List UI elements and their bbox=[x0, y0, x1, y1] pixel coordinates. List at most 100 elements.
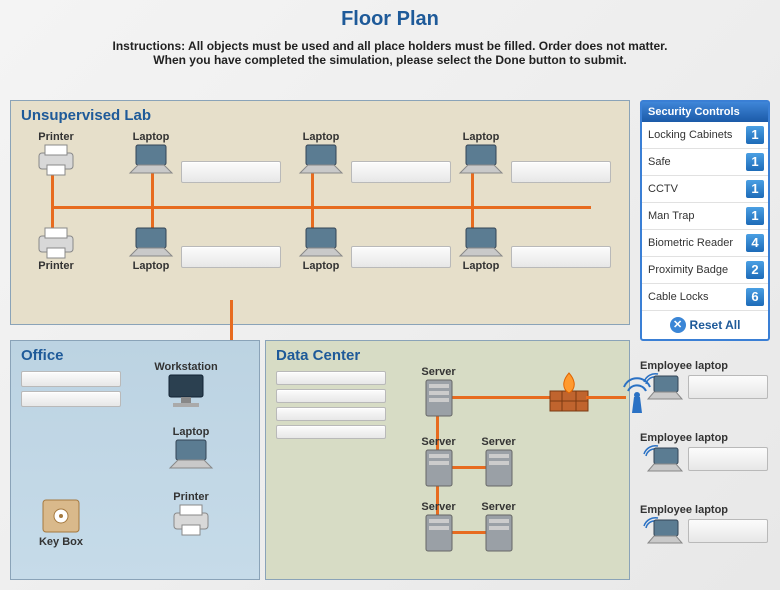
panel-title-security: Security Controls bbox=[642, 102, 768, 122]
server-icon bbox=[424, 448, 454, 488]
laptop-icon bbox=[640, 444, 684, 474]
security-item-label: Cable Locks bbox=[648, 291, 709, 303]
panel-title-lab: Unsupervised Lab bbox=[11, 101, 629, 130]
device-label: Printer bbox=[38, 260, 73, 272]
drop-slot[interactable] bbox=[21, 391, 121, 407]
reset-label: Reset All bbox=[690, 318, 741, 332]
security-item-count: 2 bbox=[746, 261, 764, 279]
security-item[interactable]: CCTV1 bbox=[642, 176, 768, 203]
device-label: Laptop bbox=[303, 131, 340, 143]
device-label: Laptop bbox=[173, 426, 210, 438]
employee-laptop-group: Employee laptop bbox=[640, 360, 770, 402]
laptop-icon bbox=[126, 143, 176, 177]
reset-all-button[interactable]: ✕ Reset All bbox=[642, 311, 768, 339]
security-item-label: Man Trap bbox=[648, 210, 694, 222]
device-server[interactable]: Server bbox=[411, 501, 466, 553]
drop-slot[interactable] bbox=[351, 246, 451, 268]
laptop-icon bbox=[126, 226, 176, 260]
device-printer[interactable]: Printer bbox=[26, 131, 86, 177]
printer-icon bbox=[33, 226, 79, 260]
device-laptop[interactable]: Laptop bbox=[451, 131, 511, 177]
security-item[interactable]: Proximity Badge 2 bbox=[642, 257, 768, 284]
security-item[interactable]: Cable Locks 6 bbox=[642, 284, 768, 311]
device-laptop[interactable]: Laptop bbox=[291, 226, 351, 272]
drop-slot[interactable] bbox=[511, 246, 611, 268]
security-item[interactable]: Man Trap 1 bbox=[642, 203, 768, 230]
server-icon bbox=[424, 513, 454, 553]
security-item[interactable]: Locking Cabinets1 bbox=[642, 122, 768, 149]
drop-slot[interactable] bbox=[511, 161, 611, 183]
printer-icon bbox=[33, 143, 79, 177]
drop-slot[interactable] bbox=[688, 447, 768, 471]
drop-slot[interactable] bbox=[688, 375, 768, 399]
firewall-icon bbox=[544, 371, 594, 415]
security-item-count: 1 bbox=[746, 207, 764, 225]
device-printer[interactable]: Printer bbox=[151, 491, 231, 537]
device-label: Laptop bbox=[463, 131, 500, 143]
panel-data-center: Data Center Server Server Server Server … bbox=[265, 340, 630, 580]
security-item-count: 6 bbox=[746, 288, 764, 306]
device-server[interactable]: Server bbox=[411, 366, 466, 418]
device-label: Printer bbox=[173, 491, 208, 503]
device-workstation[interactable]: Workstation bbox=[141, 361, 231, 409]
device-laptop[interactable]: Laptop bbox=[451, 226, 511, 272]
drop-slot[interactable] bbox=[276, 425, 386, 439]
device-label: Workstation bbox=[154, 361, 217, 373]
drop-slot[interactable] bbox=[181, 161, 281, 183]
device-printer[interactable]: Printer bbox=[26, 226, 86, 272]
page-title: Floor Plan bbox=[0, 0, 780, 31]
instructions: Instructions: All objects must be used a… bbox=[0, 31, 780, 75]
close-icon: ✕ bbox=[670, 317, 686, 333]
instructions-line-1: Instructions: All objects must be used a… bbox=[113, 39, 668, 53]
device-laptop[interactable]: Laptop bbox=[151, 426, 231, 472]
laptop-icon bbox=[456, 143, 506, 177]
drop-slot[interactable] bbox=[688, 519, 768, 543]
device-server[interactable]: Server bbox=[411, 436, 466, 488]
device-server[interactable]: Server bbox=[471, 501, 526, 553]
laptop-icon bbox=[166, 438, 216, 472]
employee-laptop-label: Employee laptop bbox=[640, 504, 770, 516]
drop-slot[interactable] bbox=[351, 161, 451, 183]
monitor-icon bbox=[163, 373, 209, 409]
server-icon bbox=[484, 448, 514, 488]
security-item[interactable]: Biometric Reader 4 bbox=[642, 230, 768, 257]
device-label: Laptop bbox=[463, 260, 500, 272]
device-firewall[interactable] bbox=[541, 371, 596, 415]
device-server[interactable]: Server bbox=[471, 436, 526, 488]
security-item-label: Locking Cabinets bbox=[648, 129, 732, 141]
device-label: Server bbox=[421, 366, 455, 378]
wire bbox=[230, 300, 233, 340]
panel-security-controls: Security Controls Locking Cabinets1Safe1… bbox=[640, 100, 770, 341]
device-label: Printer bbox=[38, 131, 73, 143]
employee-laptop-group: Employee laptop bbox=[640, 432, 770, 474]
device-label: Key Box bbox=[39, 536, 83, 548]
instructions-line-2: When you have completed the simulation, … bbox=[153, 53, 626, 67]
laptop-icon bbox=[296, 143, 346, 177]
employee-laptop-label: Employee laptop bbox=[640, 360, 770, 372]
security-item-count: 4 bbox=[746, 234, 764, 252]
drop-slot[interactable] bbox=[276, 371, 386, 385]
device-laptop[interactable]: Laptop bbox=[121, 226, 181, 272]
drop-slot[interactable] bbox=[21, 371, 121, 387]
laptop-icon bbox=[296, 226, 346, 260]
device-label: Laptop bbox=[303, 260, 340, 272]
drop-slot[interactable] bbox=[181, 246, 281, 268]
device-keybox[interactable]: Key Box bbox=[26, 496, 96, 548]
security-item-label: Proximity Badge bbox=[648, 264, 728, 276]
device-label: Server bbox=[421, 501, 455, 513]
printer-icon bbox=[168, 503, 214, 537]
drop-slot[interactable] bbox=[276, 407, 386, 421]
laptop-icon bbox=[640, 372, 684, 402]
panel-unsupervised-lab: Unsupervised Lab Printer Laptop Laptop L… bbox=[10, 100, 630, 325]
device-label: Server bbox=[421, 436, 455, 448]
security-item-label: CCTV bbox=[648, 183, 678, 195]
server-icon bbox=[484, 513, 514, 553]
laptop-icon bbox=[456, 226, 506, 260]
device-label: Server bbox=[481, 436, 515, 448]
security-item[interactable]: Safe1 bbox=[642, 149, 768, 176]
drop-slot[interactable] bbox=[276, 389, 386, 403]
security-item-label: Biometric Reader bbox=[648, 237, 733, 249]
device-laptop[interactable]: Laptop bbox=[121, 131, 181, 177]
device-laptop[interactable]: Laptop bbox=[291, 131, 351, 177]
employee-laptop-group: Employee laptop bbox=[640, 504, 770, 546]
